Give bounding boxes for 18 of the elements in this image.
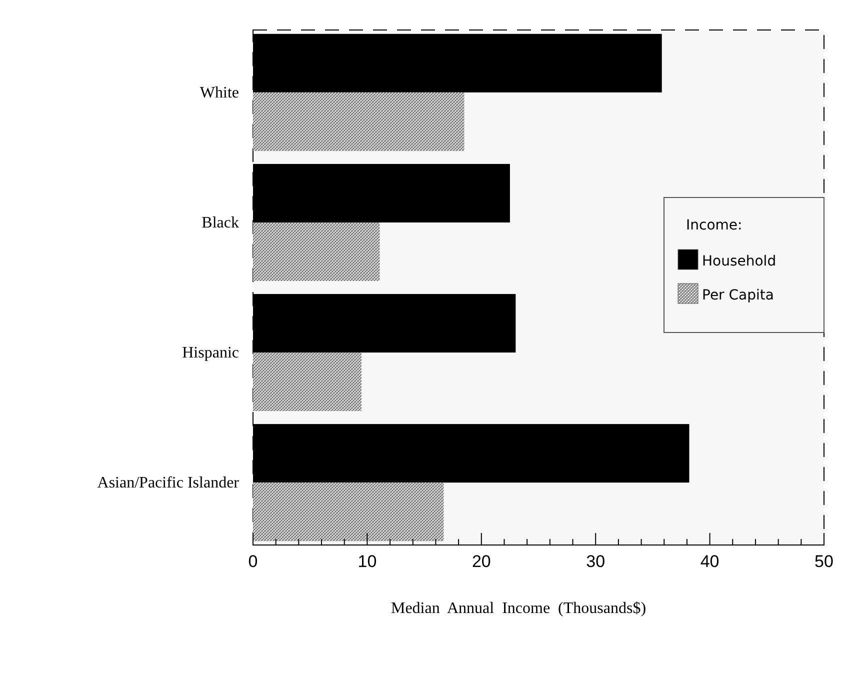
y-tick-label: Hispanic (182, 344, 239, 362)
x-axis-title: Median Annual Income (Thousands$) (390, 600, 646, 617)
bar (253, 352, 362, 412)
bar (253, 222, 380, 281)
legend-title: Income: (686, 218, 742, 234)
x-tick-label: 0 (248, 552, 258, 571)
x-tick-label: 20 (472, 552, 491, 571)
legend-label: Household (702, 254, 776, 270)
x-tick-label: 40 (700, 552, 720, 571)
y-tick-label: Black (202, 214, 239, 232)
x-tick-label: 10 (358, 552, 377, 571)
x-tick-label: 50 (814, 552, 834, 571)
y-tick-label: White (200, 84, 239, 102)
legend-label: Per Capita (702, 288, 774, 304)
bar (253, 482, 444, 542)
y-tick-label: Asian/Pacific Islander (97, 474, 240, 492)
bar (253, 92, 464, 151)
x-tick-label: 30 (586, 552, 606, 571)
